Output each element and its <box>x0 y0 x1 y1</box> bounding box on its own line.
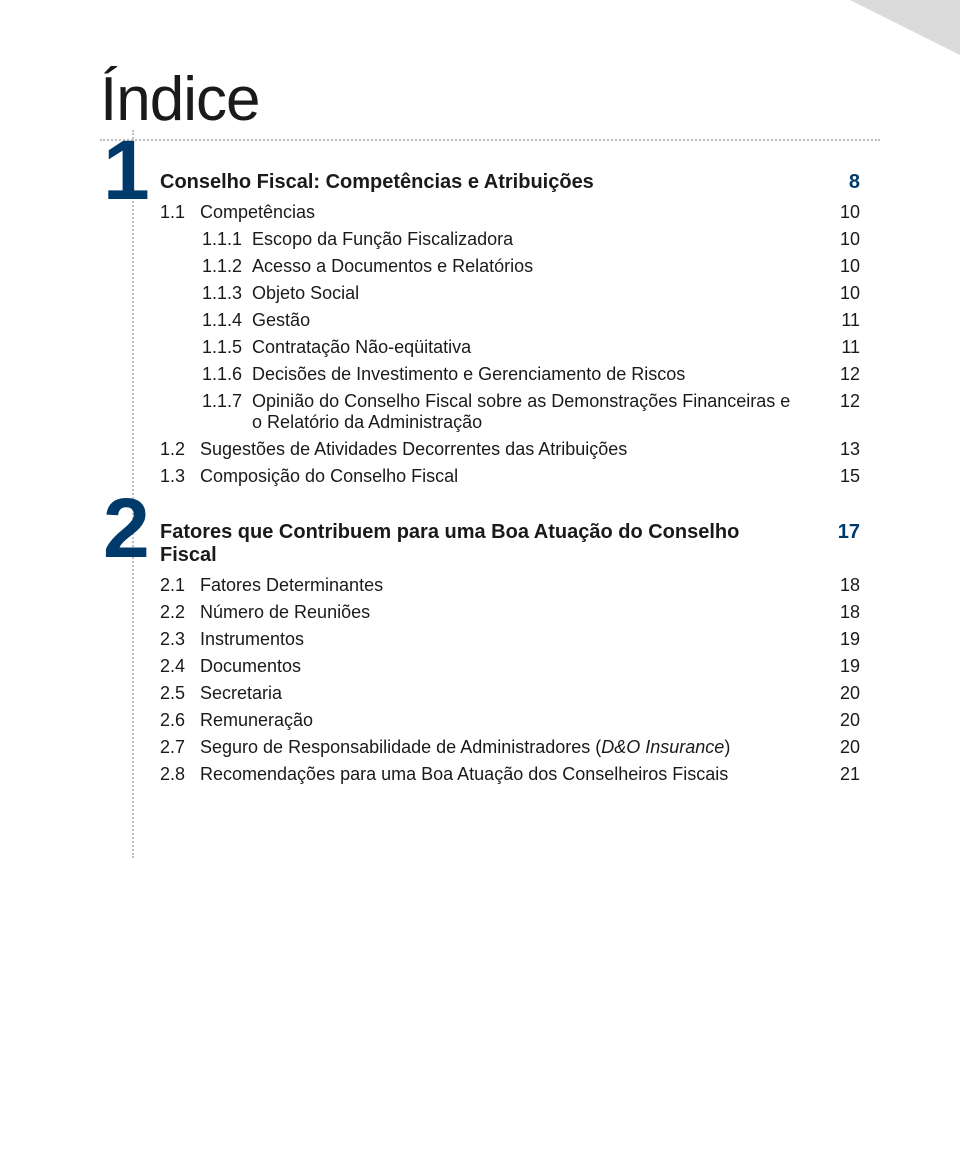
toc-row: 2.1 Fatores Determinantes 18 <box>160 575 860 596</box>
page-title: Índice <box>100 64 880 135</box>
toc-page: 10 <box>820 202 860 223</box>
toc-label: Escopo da Função Fiscalizadora <box>252 229 820 250</box>
toc-num: 1.2 <box>160 439 200 460</box>
toc-page: 21 <box>820 764 860 785</box>
toc-num: 2.3 <box>160 629 200 650</box>
toc-page: 10 <box>820 229 860 250</box>
toc-page: 13 <box>820 439 860 460</box>
toc-row: 1.1.5 Contratação Não-eqüitativa 11 <box>160 337 860 358</box>
toc-row: 2.6 Remuneração 20 <box>160 710 860 731</box>
toc-page: 19 <box>820 629 860 650</box>
toc-num: 1.3 <box>160 466 200 487</box>
toc-row: 1.2 Sugestões de Atividades Decorrentes … <box>160 439 860 460</box>
toc-label: Decisões de Investimento e Gerenciamento… <box>252 364 820 385</box>
toc-page: 18 <box>820 602 860 623</box>
toc-page: 20 <box>820 683 860 704</box>
toc-num: 2.8 <box>160 764 200 785</box>
toc-heading-page: 8 <box>820 171 860 194</box>
toc-heading: Conselho Fiscal: Competências e Atribuiç… <box>160 171 860 194</box>
toc-label: Gestão <box>252 310 820 331</box>
toc-num: 1.1 <box>160 202 200 223</box>
toc-content: Conselho Fiscal: Competências e Atribuiç… <box>0 141 960 785</box>
toc-row: 1.1 Competências 10 <box>160 202 860 223</box>
toc-num: 1.1.7 <box>160 391 252 412</box>
toc-page: 11 <box>820 310 860 331</box>
toc-label: Objeto Social <box>252 283 820 304</box>
toc-num: 2.5 <box>160 683 200 704</box>
toc-label: Opinião do Conselho Fiscal sobre as Demo… <box>252 391 820 433</box>
toc-heading-label: Conselho Fiscal: Competências e Atribuiç… <box>160 171 820 194</box>
toc-num: 1.1.5 <box>160 337 252 358</box>
toc-page: 18 <box>820 575 860 596</box>
toc-num: 2.7 <box>160 737 200 758</box>
toc: Conselho Fiscal: Competências e Atribuiç… <box>100 151 860 785</box>
toc-page: 20 <box>820 710 860 731</box>
toc-heading-page: 17 <box>820 521 860 544</box>
header: Índice <box>0 0 960 141</box>
toc-page: 15 <box>820 466 860 487</box>
toc-label: Sugestões de Atividades Decorrentes das … <box>200 439 820 460</box>
toc-row: 1.1.2 Acesso a Documentos e Relatórios 1… <box>160 256 860 277</box>
toc-label: Contratação Não-eqüitativa <box>252 337 820 358</box>
toc-row: 2.8 Recomendações para uma Boa Atuação d… <box>160 764 860 785</box>
toc-num: 2.1 <box>160 575 200 596</box>
toc-label: Remuneração <box>200 710 820 731</box>
toc-page: 20 <box>820 737 860 758</box>
toc-num: 1.1.6 <box>160 364 252 385</box>
toc-heading: Fatores que Contribuem para uma Boa Atua… <box>160 521 860 567</box>
toc-row: 1.1.7 Opinião do Conselho Fiscal sobre a… <box>160 391 860 433</box>
toc-label: Secretaria <box>200 683 820 704</box>
toc-heading-label: Fatores que Contribuem para uma Boa Atua… <box>160 521 820 567</box>
toc-num: 1.1.2 <box>160 256 252 277</box>
toc-page: 10 <box>820 256 860 277</box>
toc-page: 12 <box>820 391 860 412</box>
toc-row: 1.1.1 Escopo da Função Fiscalizadora 10 <box>160 229 860 250</box>
toc-label: Documentos <box>200 656 820 677</box>
toc-label: Composição do Conselho Fiscal <box>200 466 820 487</box>
toc-page: 10 <box>820 283 860 304</box>
toc-label: Acesso a Documentos e Relatórios <box>252 256 820 277</box>
toc-row: 1.1.3 Objeto Social 10 <box>160 283 860 304</box>
toc-page: 11 <box>820 337 860 358</box>
toc-page: 12 <box>820 364 860 385</box>
toc-row: 1.3 Composição do Conselho Fiscal 15 <box>160 466 860 487</box>
toc-label: Número de Reuniões <box>200 602 820 623</box>
toc-label: Fatores Determinantes <box>200 575 820 596</box>
toc-label: Seguro de Responsabilidade de Administra… <box>200 737 820 758</box>
toc-num: 1.1.4 <box>160 310 252 331</box>
toc-row: 1.1.6 Decisões de Investimento e Gerenci… <box>160 364 860 385</box>
toc-num: 1.1.1 <box>160 229 252 250</box>
toc-row: 2.2 Número de Reuniões 18 <box>160 602 860 623</box>
toc-label: Recomendações para uma Boa Atuação dos C… <box>200 764 820 785</box>
toc-row: 2.3 Instrumentos 19 <box>160 629 860 650</box>
toc-label: Competências <box>200 202 820 223</box>
toc-row: 1.1.4 Gestão 11 <box>160 310 860 331</box>
toc-num: 2.4 <box>160 656 200 677</box>
toc-num: 2.6 <box>160 710 200 731</box>
toc-label: Instrumentos <box>200 629 820 650</box>
toc-row: 2.5 Secretaria 20 <box>160 683 860 704</box>
section-gap <box>160 493 860 521</box>
toc-row: 2.4 Documentos 19 <box>160 656 860 677</box>
toc-row: 2.7 Seguro de Responsabilidade de Admini… <box>160 737 860 758</box>
toc-num: 1.1.3 <box>160 283 252 304</box>
toc-page: 19 <box>820 656 860 677</box>
toc-num: 2.2 <box>160 602 200 623</box>
